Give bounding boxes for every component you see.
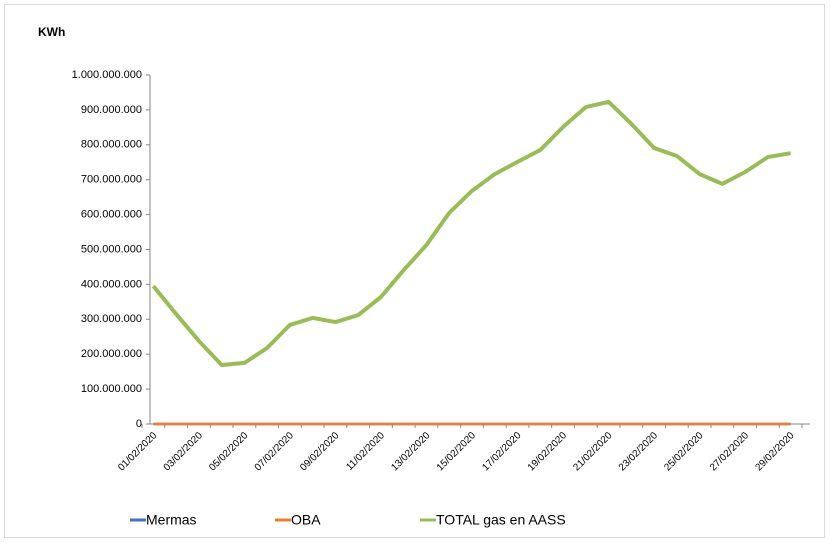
y-tick-label: 700.000.000 xyxy=(81,174,142,186)
y-tick-label: 0 xyxy=(136,418,142,430)
y-tick-label: 200.000.000 xyxy=(81,348,142,360)
y-tick-label: 400.000.000 xyxy=(81,278,142,290)
y-tick-label: 900.000.000 xyxy=(81,104,142,116)
series-line xyxy=(151,99,791,368)
chart-border xyxy=(4,4,825,538)
y-tick-label: 300.000.000 xyxy=(81,313,142,325)
legend-label: Mermas xyxy=(146,512,197,528)
chart-title: KWh xyxy=(38,25,65,39)
legend-label: OBA xyxy=(291,512,321,528)
y-tick-label: 600.000.000 xyxy=(81,209,142,221)
y-tick-label: 100.000.000 xyxy=(81,383,142,395)
y-tick-label: 1.000.000.000 xyxy=(72,69,142,81)
y-tick-label: 500.000.000 xyxy=(81,243,142,255)
y-tick-label: 800.000.000 xyxy=(81,139,142,151)
legend-label: TOTAL gas en AASS xyxy=(436,512,566,528)
